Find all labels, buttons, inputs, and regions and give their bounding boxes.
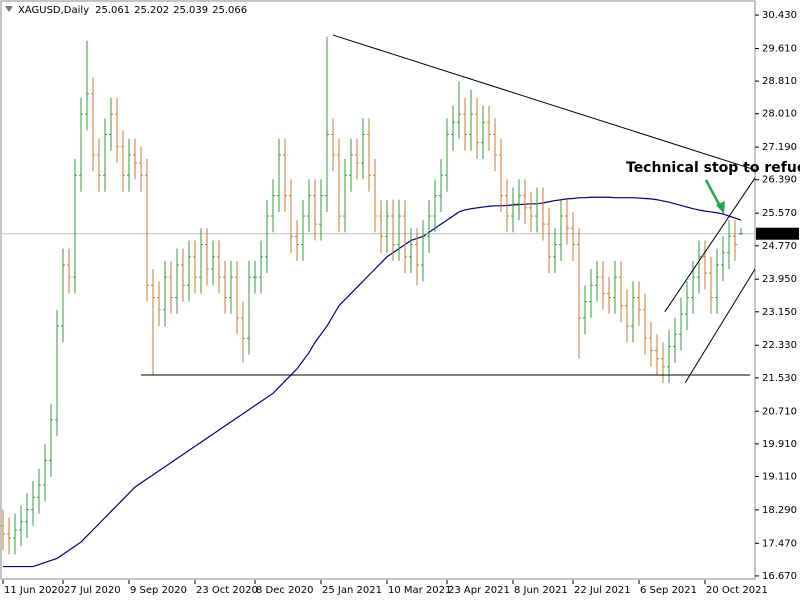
y-tick-label: 30.430 bbox=[762, 10, 797, 21]
y-tick-label: 29.610 bbox=[762, 44, 797, 55]
y-tick-label: 18.290 bbox=[762, 505, 797, 516]
y-tick-label: 27.190 bbox=[762, 142, 797, 153]
symbol-icon bbox=[5, 6, 13, 12]
y-tick-label: 24.770 bbox=[762, 241, 797, 252]
y-tick-label: 23.150 bbox=[762, 307, 797, 318]
y-tick-label: 22.330 bbox=[762, 340, 797, 351]
plot-area bbox=[1, 34, 755, 568]
x-tick-label: 11 Jun 2020 bbox=[4, 585, 64, 596]
y-tick-label: 23.950 bbox=[762, 274, 797, 285]
x-tick-label: 10 Mar 2021 bbox=[388, 585, 451, 596]
y-tick-label: 19.110 bbox=[762, 471, 797, 482]
y-tick-label: 17.470 bbox=[762, 538, 797, 549]
price-label: 25.066 bbox=[762, 229, 797, 240]
x-tick-label: 20 Oct 2021 bbox=[706, 585, 768, 596]
x-tick-label: 23 Apr 2021 bbox=[448, 585, 510, 596]
y-tick-label: 28.010 bbox=[762, 109, 797, 120]
x-tick-label: 8 Jun 2021 bbox=[514, 585, 568, 596]
chart-header: XAGUSD,Daily 25.061 25.202 25.039 25.066 bbox=[18, 5, 247, 16]
moving-average bbox=[3, 196, 742, 568]
x-tick-label: 23 Oct 2020 bbox=[196, 585, 258, 596]
header-low: 25.039 bbox=[173, 5, 208, 16]
annotation-arrow bbox=[704, 179, 725, 214]
y-tick-label: 28.810 bbox=[762, 76, 797, 87]
x-tick-label: 27 Jul 2020 bbox=[64, 585, 121, 596]
y-tick-label: 21.530 bbox=[762, 373, 797, 384]
trendline bbox=[684, 268, 755, 383]
x-tick-label: 25 Jan 2021 bbox=[322, 585, 382, 596]
x-tick-label: 8 Dec 2020 bbox=[256, 585, 314, 596]
symbol-title: XAGUSD,Daily bbox=[18, 5, 89, 16]
y-tick-label: 19.910 bbox=[762, 439, 797, 450]
trendline bbox=[664, 177, 755, 313]
annotation: Technical stop to refuel bbox=[626, 160, 800, 176]
trendline bbox=[332, 34, 755, 171]
y-tick-label: 25.570 bbox=[762, 208, 797, 219]
y-tick-label: 26.390 bbox=[762, 175, 797, 186]
plot-frame bbox=[0, 0, 756, 580]
header-open: 25.061 bbox=[95, 5, 130, 16]
header-high: 25.202 bbox=[134, 5, 169, 16]
y-tick-label: 20.710 bbox=[762, 406, 797, 417]
y-tick-label: 16.670 bbox=[762, 571, 797, 582]
header-close: 25.066 bbox=[212, 5, 247, 16]
x-tick-label: 6 Sep 2021 bbox=[640, 585, 697, 596]
x-tick-label: 9 Sep 2020 bbox=[130, 585, 187, 596]
price-box bbox=[756, 227, 799, 240]
x-tick-label: 22 Jul 2021 bbox=[574, 585, 631, 596]
